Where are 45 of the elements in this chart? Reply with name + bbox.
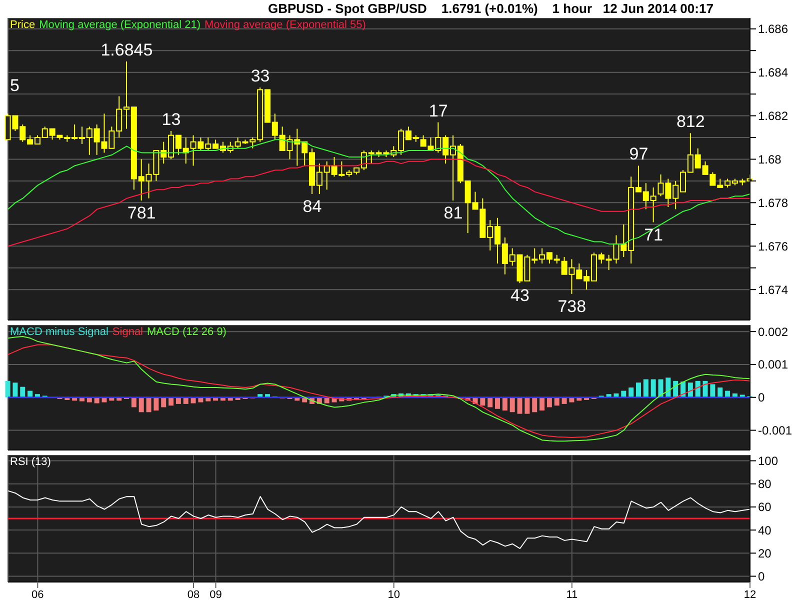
annotation: 97 [629, 144, 648, 164]
annotation: 1.6845 [100, 40, 153, 60]
annotation: 43 [510, 286, 530, 306]
x-tick-label: 10 [388, 588, 400, 600]
y-tick-label: 1.676 [758, 239, 788, 254]
annotation: 84 [302, 197, 322, 216]
text: RSI (13) [10, 456, 51, 468]
y-tick-label: 1.684 [758, 66, 788, 80]
text: Price [10, 19, 36, 31]
y-tick-label: 0 [758, 569, 765, 584]
text: Moving average (Exponential 55) [204, 19, 366, 31]
annotation: 17 [428, 101, 448, 120]
y-tick-label: -0.001 [758, 424, 792, 438]
y-tick-label: 60 [758, 500, 772, 514]
y-tick-label: 40 [758, 523, 772, 538]
y-tick-label: 20 [758, 546, 772, 560]
annotation: 812 [676, 112, 705, 132]
annotation: 738 [558, 297, 586, 316]
series-label: Signal [112, 326, 143, 338]
annotation: 81 [444, 204, 463, 223]
y-tick-label: 100 [758, 454, 778, 468]
x-tick-label: 12 [744, 588, 756, 600]
y-tick-label: 80 [758, 477, 772, 492]
text: Moving average (Exponential 21) [39, 19, 200, 31]
chart-subtitle: 1.6791 (+0.01%) 1 hour 12 Jun 2014 00:17 [441, 1, 714, 16]
x-tick-label: 09 [210, 588, 222, 600]
y-tick-label: 1.674 [758, 282, 788, 297]
y-tick-label: 0 [758, 390, 765, 405]
y-tick-label: 0.001 [758, 358, 788, 372]
annotation: 33 [250, 66, 270, 86]
text: MACD (12 26 9) [147, 326, 226, 338]
text: MACD minus Signal [10, 326, 108, 338]
annotation: 13 [162, 110, 181, 129]
annotation: 781 [127, 204, 156, 223]
chart-title: GBPUSD - Spot GBP/USD [268, 1, 427, 16]
annotation: 5 [10, 76, 20, 96]
x-tick-label: 06 [32, 588, 44, 600]
x-tick-label: 08 [187, 588, 200, 600]
y-tick-label: 1.68 [758, 152, 782, 166]
annotation: 71 [644, 225, 663, 244]
y-tick-label: 1.678 [758, 196, 788, 210]
y-tick-label: 0.002 [758, 324, 788, 339]
y-tick-label: 1.682 [758, 109, 788, 124]
y-tick-label: 1.686 [758, 22, 788, 36]
x-tick-label: 11 [566, 588, 578, 600]
